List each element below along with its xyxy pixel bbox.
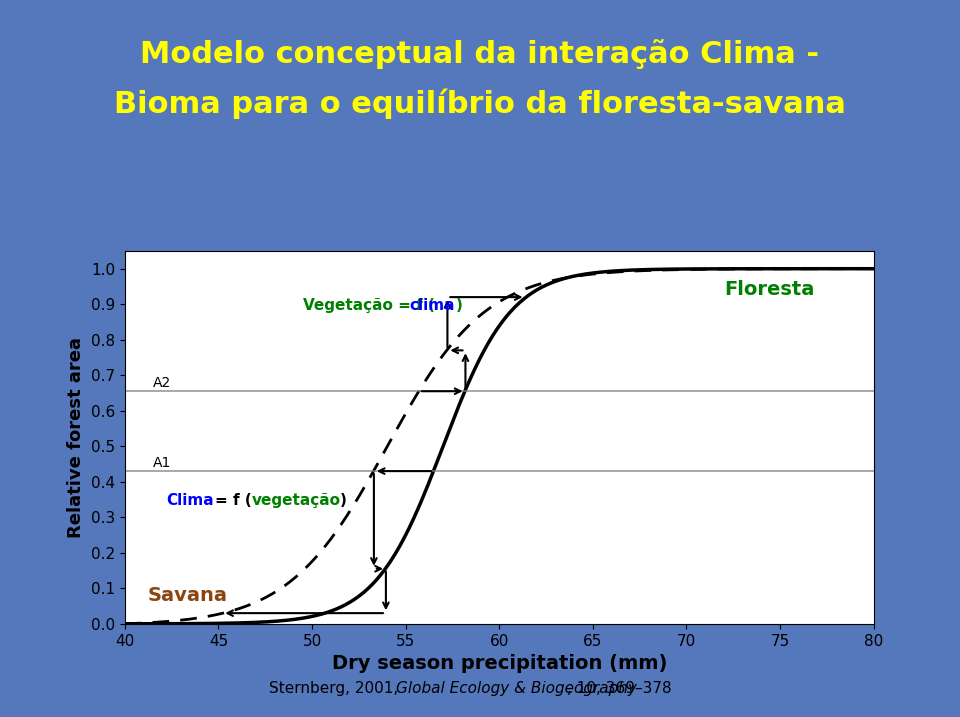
Text: clima: clima bbox=[409, 298, 455, 313]
Text: Vegetação = f (: Vegetação = f ( bbox=[302, 298, 435, 313]
Text: Global Ecology & Biogeography: Global Ecology & Biogeography bbox=[396, 681, 637, 695]
X-axis label: Dry season precipitation (mm): Dry season precipitation (mm) bbox=[331, 654, 667, 673]
Text: A1: A1 bbox=[153, 456, 171, 470]
Text: Bioma para o equilíbrio da floresta-savana: Bioma para o equilíbrio da floresta-sava… bbox=[114, 89, 846, 119]
Text: Modelo conceptual da interação Clima -: Modelo conceptual da interação Clima - bbox=[140, 39, 820, 69]
Y-axis label: Relative forest area: Relative forest area bbox=[67, 337, 85, 538]
Text: Floresta: Floresta bbox=[724, 280, 814, 299]
Text: Clima: Clima bbox=[166, 493, 214, 508]
Text: Savana: Savana bbox=[147, 586, 228, 604]
Text: vegetação: vegetação bbox=[252, 493, 341, 508]
Text: , 10, 369–378: , 10, 369–378 bbox=[567, 681, 672, 695]
Text: ): ) bbox=[340, 493, 347, 508]
Text: ): ) bbox=[456, 298, 463, 313]
Text: = f (: = f ( bbox=[215, 493, 252, 508]
Text: Sternberg, 2001,: Sternberg, 2001, bbox=[269, 681, 403, 695]
Text: A2: A2 bbox=[153, 376, 171, 390]
